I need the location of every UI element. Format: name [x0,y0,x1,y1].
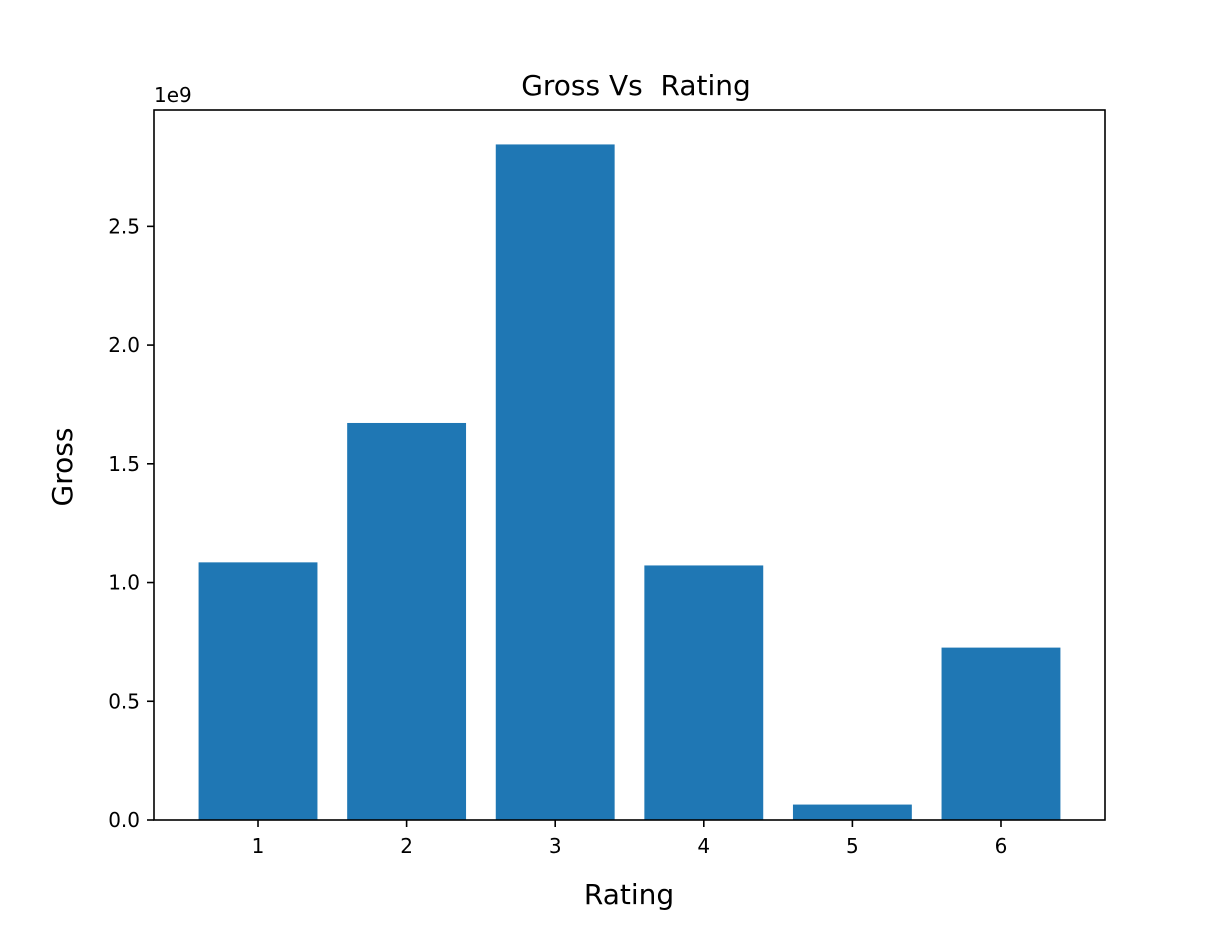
bar-rating-6 [941,647,1061,820]
y-axis-label: Gross [46,428,79,507]
x-tick-label: 6 [995,834,1008,858]
bars-layer [198,144,1061,820]
x-tick-label: 5 [846,834,859,858]
y-axis-ticks: 0.0 0.5 1.0 1.5 2.0 2.5 [108,214,154,832]
y-tick-label: 1.0 [108,571,140,595]
y-tick-label: 2.0 [108,333,140,357]
y-axis-offset-text: 1e9 [154,83,192,107]
y-tick-label: 0.5 [108,689,140,713]
y-tick-label: 2.5 [108,214,140,238]
x-tick-label: 1 [252,834,265,858]
bar-rating-3 [495,144,615,820]
x-axis-label: Rating [584,878,674,911]
x-tick-label: 4 [697,834,710,858]
plot-frame [153,109,1106,821]
x-axis-ticks: 1 2 3 4 5 6 [252,820,1008,858]
x-tick-label: 3 [549,834,562,858]
bar-rating-2 [347,422,467,820]
y-tick-label: 0.0 [108,808,140,832]
bar-rating-1 [198,562,318,820]
chart-title: Gross Vs Rating [521,69,751,102]
x-tick-label: 2 [400,834,413,858]
y-tick-label: 1.5 [108,452,140,476]
bar-rating-5 [792,804,912,820]
bar-rating-4 [644,565,764,820]
